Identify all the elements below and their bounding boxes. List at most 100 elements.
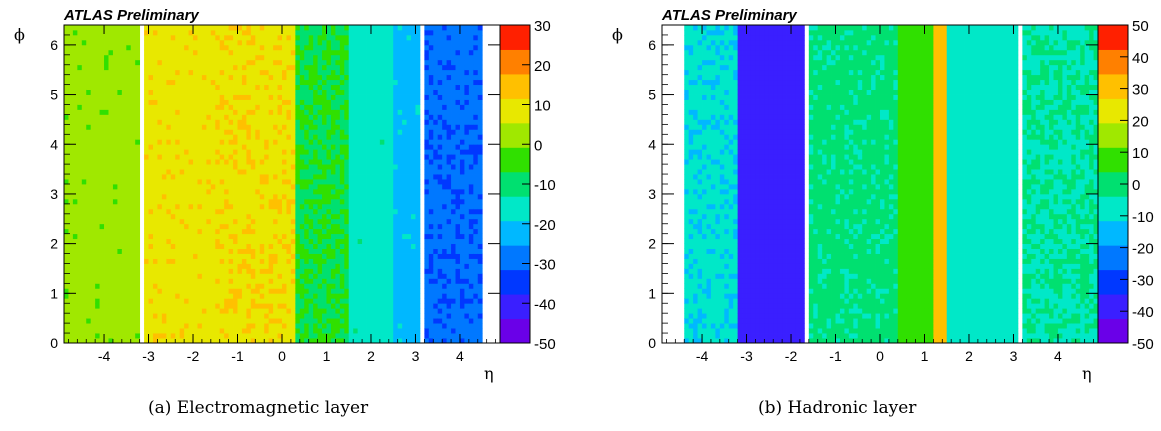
heatmap-cell: [206, 313, 212, 319]
heatmap-cell: [157, 223, 163, 230]
heatmap-cell: [406, 213, 412, 220]
heatmap-cell: [330, 318, 336, 324]
heatmap-cell: [77, 283, 83, 289]
heatmap-cell: [299, 184, 305, 190]
heatmap-cell: [348, 308, 354, 314]
heatmap-cell: [326, 139, 332, 145]
heatmap-cell: [121, 54, 127, 61]
heatmap-cell: [90, 124, 96, 130]
heatmap-cell: [308, 74, 314, 81]
heatmap-cell: [304, 79, 310, 86]
heatmap-cell: [357, 184, 363, 190]
heatmap-cell: [112, 129, 118, 135]
heatmap-cell: [219, 283, 225, 289]
heatmap-cell: [322, 39, 327, 46]
heatmap-cell: [144, 258, 149, 264]
heatmap-cell: [188, 104, 194, 110]
heatmap-cell: [152, 59, 158, 66]
heatmap-cell: [375, 333, 381, 339]
heatmap-cell: [64, 233, 69, 240]
heatmap-cell: [402, 198, 407, 205]
heatmap-cell: [313, 184, 318, 190]
heatmap-cell: [166, 174, 172, 180]
heatmap-cell: [130, 164, 136, 170]
heatmap-cell: [86, 59, 92, 66]
heatmap-cell: [370, 94, 376, 100]
heatmap-cell: [277, 124, 283, 130]
heatmap-cell: [339, 154, 345, 160]
heatmap-cell: [228, 238, 234, 245]
heatmap-cell: [77, 188, 83, 195]
heatmap-cell: [188, 283, 194, 289]
heatmap-cell: [152, 89, 158, 95]
heatmap-cells: [64, 25, 483, 344]
heatmap-cell: [104, 298, 109, 304]
heatmap-cell: [77, 69, 83, 76]
heatmap-cell: [339, 69, 345, 76]
heatmap-cell: [157, 129, 163, 135]
heatmap-cell: [411, 25, 416, 31]
heatmap-cell: [255, 59, 261, 66]
heatmap-cell: [375, 273, 381, 279]
heatmap-cell: [353, 94, 359, 100]
heatmap-cell: [250, 293, 256, 299]
heatmap-cell: [379, 89, 385, 95]
heatmap-cell: [397, 79, 403, 86]
heatmap-cell: [362, 318, 367, 324]
heatmap-cell: [326, 114, 332, 120]
heatmap-cell: [313, 223, 318, 230]
heatmap-cell: [286, 338, 292, 344]
heatmap-cell: [406, 228, 412, 235]
heatmap-cell: [121, 89, 127, 95]
heatmap-cell: [299, 59, 305, 66]
heatmap-cell: [362, 268, 367, 274]
heatmap-cell: [228, 338, 234, 344]
heatmap-cell: [308, 154, 314, 160]
heatmap-cell: [184, 203, 189, 210]
heatmap-cell: [90, 49, 96, 56]
heatmap-cell: [170, 89, 176, 95]
heatmap-cell: [286, 159, 292, 165]
heatmap-cell: [295, 233, 301, 240]
heatmap-cell: [206, 223, 212, 230]
heatmap-cell: [259, 278, 265, 284]
heatmap-cell: [148, 288, 154, 294]
heatmap-cell: [99, 208, 105, 215]
heatmap-cell: [295, 223, 301, 230]
heatmap-cell: [135, 268, 141, 274]
heatmap-cell: [215, 169, 221, 175]
heatmap-cell: [322, 328, 327, 334]
heatmap-cell: [282, 149, 287, 155]
heatmap-cell: [130, 64, 136, 71]
heatmap-cell: [348, 124, 354, 130]
heatmap-cell: [344, 273, 350, 279]
heatmap-cell: [188, 238, 194, 245]
heatmap-cell: [357, 104, 363, 110]
heatmap-cell: [397, 263, 403, 269]
heatmap-cell: [175, 54, 181, 61]
heatmap-cell: [246, 94, 252, 100]
heatmap-cell: [268, 49, 274, 56]
heatmap-cell: [335, 308, 341, 314]
heatmap-cell: [259, 268, 265, 274]
heatmap-cell: [64, 25, 69, 31]
heatmap-cell: [255, 164, 261, 170]
heatmap-cell: [313, 298, 318, 304]
heatmap-cell: [330, 228, 336, 235]
heatmap-cell: [317, 308, 323, 314]
heatmap-cell: [388, 109, 394, 115]
heatmap-cell: [152, 188, 158, 195]
heatmap-cell: [228, 164, 234, 170]
heatmap-cell: [68, 144, 74, 150]
heatmap-cell: [344, 298, 350, 304]
heatmap-cell: [184, 273, 189, 279]
heatmap-cell: [362, 159, 367, 165]
heatmap-cell: [282, 179, 287, 185]
heatmap-cell: [237, 169, 243, 175]
heatmap-cell: [362, 179, 367, 185]
heatmap-cell: [81, 298, 87, 304]
heatmap-cell: [117, 223, 123, 230]
heatmap-cell: [166, 34, 172, 41]
heatmap-cell: [206, 303, 212, 309]
heatmap-cell: [184, 233, 189, 240]
